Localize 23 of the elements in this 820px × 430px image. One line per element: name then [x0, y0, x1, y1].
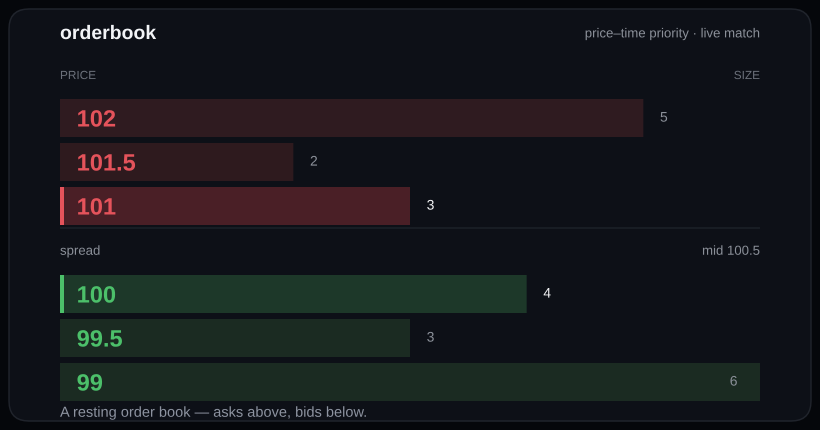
data-label: 5 [660, 112, 668, 122]
x-axis-title: SIZE [734, 70, 760, 80]
chart-title: orderbook [60, 24, 156, 40]
annotation: mid 100.5 [702, 245, 760, 255]
bar [60, 363, 760, 401]
bar [60, 143, 294, 181]
y-axis-title: PRICE [60, 70, 96, 80]
data-label: 6 [730, 376, 737, 386]
y-tick-label: 99.5 [77, 330, 122, 347]
bar [60, 99, 644, 137]
text: A resting order book — asks above, bids below. [60, 406, 366, 420]
y-tick-label: 101.5 [78, 154, 136, 171]
data-label: 4 [544, 288, 551, 298]
y-tick-label: 101 [78, 198, 116, 215]
data-label: 3 [427, 332, 434, 342]
data-label: 3 [427, 200, 434, 210]
data-label: 2 [310, 156, 318, 166]
ref-line-label: spread [60, 245, 100, 258]
y-tick-label: 102 [78, 110, 116, 127]
chart-subtitle: price–time priority · live match [586, 28, 760, 40]
y-tick-label: 99 [77, 374, 102, 391]
bar [60, 319, 410, 357]
y-tick-label: 100 [78, 286, 116, 303]
